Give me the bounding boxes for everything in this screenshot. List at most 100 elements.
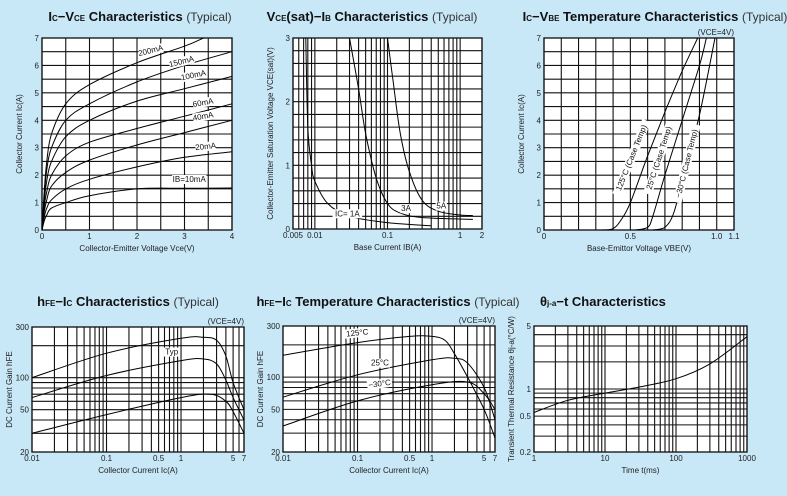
series-curve-3 [387,37,473,217]
y-tick-label: 20 [271,448,280,457]
title-part: FE [45,299,56,308]
curve-label-text: 5A [436,202,446,211]
series-curve-1 [600,37,699,231]
title-part: Temperature Characteristics [559,9,742,24]
title-part: CE [275,14,287,23]
curve-label: 60mA [192,96,215,109]
series-curve-1 [41,37,204,231]
y-tick-label: 0.2 [520,448,532,457]
title-part: (Typical) [174,295,219,309]
curve-label-text: 40mA [192,110,215,123]
chart-title: hFE−IC Temperature Characteristics (Typi… [256,294,519,309]
y-axis-label: DC Current Gain hFE [5,351,14,427]
x-tick-label: 0 [40,232,45,241]
y-tick-label: 5 [527,322,532,331]
x-tick-label: 7 [493,454,498,463]
x-tick-label: 0 [542,232,547,241]
x-tick-label: 0.5 [153,454,165,463]
y-tick-label: 5 [537,89,542,98]
y-tick-label: 300 [16,323,30,332]
y-tick-label: 7 [35,34,40,43]
y-tick-label: 2 [286,98,291,107]
x-tick-label: 1 [87,232,92,241]
x-tick-label: 0.1 [382,231,394,240]
label-bg [192,110,214,123]
series-curve-1 [31,336,245,410]
title-part: C [67,299,73,308]
y-tick-label: 5 [35,89,40,98]
condition-note: (VCE=4V) [698,28,735,37]
title-part: Characteristics [331,9,432,24]
chart-4: hFE−IC Characteristics (Typical) 0.01 0.1 0… [5,294,247,475]
y-tick-label: 2 [537,171,542,180]
x-tick-label: 1 [458,231,463,240]
y-axis-label: Transient Thermal Resistance θj-a(°C/W) [507,316,516,462]
title-part: (Typical) [186,10,231,24]
y-tick-label: 6 [537,61,542,70]
title-part: C [286,299,292,308]
x-axis-label: Base-Emittor Voltage VBE(V) [587,244,691,253]
condition-note: (VCE=4V) [208,317,245,326]
y-tick-label: 1 [537,199,542,208]
y-axis-label: DC Current Gain hFE [256,351,265,427]
x-axis-label: Collector Current Ic(A) [349,466,429,475]
series-curve-7 [41,187,233,231]
curve-label-text: −30°C [368,378,392,390]
y-tick-label: 2 [35,171,40,180]
x-tick-label: 1 [532,454,537,463]
title-part: C [52,14,58,23]
series-curve-1 [282,335,496,439]
label-bg [369,358,391,368]
y-tick-label: 3 [537,144,542,153]
y-tick-label: 3 [286,34,291,43]
series-curve-6 [41,151,233,231]
x-tick-label: 0.5 [625,232,637,241]
title-part: Temperature Characteristics [292,294,475,309]
label-bg [163,347,180,357]
label-bg [194,141,217,153]
y-tick-label: 1 [286,161,291,170]
series-curve-4 [41,103,233,231]
curve-label: Typ [163,347,180,357]
title-part: −I [275,294,286,309]
title-part: CE [74,14,86,23]
y-tick-label: 50 [20,406,29,415]
chart-6: θj-a−t Characteristics 1 10 100 1000 0.2 0.5 1 5… [507,294,756,475]
x-tick-label: 7 [242,454,247,463]
curve-label: IB=10mA [172,175,206,184]
x-tick-label: 0.01 [275,454,291,463]
y-tick-label: 0 [286,225,291,234]
series-curve-2 [282,357,496,420]
curve-label-text: 60mA [192,96,215,109]
curve-label-text: Typ [165,348,178,357]
x-tick-label: 3 [182,232,187,241]
series-curve-2 [349,37,473,220]
y-tick-label: 4 [537,116,542,125]
series-curve-1 [533,336,748,413]
title-part: BE [548,14,560,23]
label-bg [400,204,412,214]
y-tick-label: 4 [35,116,40,125]
x-axis-label: Time t(ms) [622,466,660,475]
title-part: j-a [546,299,557,308]
title-part: Characteristics [72,294,173,309]
chart-5: hFE−IC Temperature Characteristics (Typi… [256,294,520,475]
series-curve-3 [31,393,245,434]
title-part: −I [55,294,66,309]
title-part: h [256,294,264,309]
x-tick-label: 1 [430,454,435,463]
y-tick-label: 6 [35,61,40,70]
series-curve-3 [282,380,496,427]
label-bg [672,123,701,204]
title-part: FE [264,299,275,308]
curve-label: 125°C [344,327,371,339]
x-tick-label: 1.0 [711,232,723,241]
title-part: −t Characteristics [556,294,665,309]
x-tick-label: 2 [480,231,485,240]
x-axis-label: Collector Current Ic(A) [98,466,178,475]
series-curve-3 [41,75,233,231]
label-bg [332,209,363,219]
x-tick-label: 100 [669,454,683,463]
title-part: (Typical) [742,10,787,24]
series-curve-2 [41,51,233,231]
